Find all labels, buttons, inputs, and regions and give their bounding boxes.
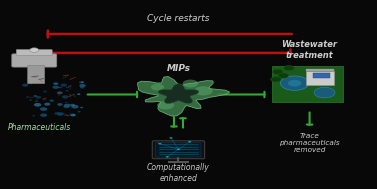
Circle shape (79, 84, 86, 87)
Circle shape (271, 77, 281, 82)
Circle shape (170, 137, 172, 139)
Circle shape (61, 84, 67, 87)
Circle shape (273, 69, 283, 74)
FancyBboxPatch shape (12, 54, 57, 67)
FancyBboxPatch shape (28, 66, 45, 84)
Circle shape (44, 103, 50, 106)
Circle shape (177, 149, 180, 150)
Circle shape (54, 112, 61, 115)
Circle shape (32, 115, 35, 117)
Circle shape (194, 86, 213, 95)
FancyBboxPatch shape (152, 141, 205, 159)
Circle shape (80, 86, 84, 88)
Circle shape (57, 103, 63, 106)
Circle shape (22, 84, 28, 87)
Text: Pharmaceuticals: Pharmaceuticals (8, 123, 72, 132)
Circle shape (49, 100, 54, 102)
Text: Wastewater
treatment: Wastewater treatment (282, 40, 337, 60)
Circle shape (63, 105, 69, 108)
Circle shape (284, 65, 294, 71)
Circle shape (182, 80, 198, 88)
Text: MIPs: MIPs (167, 64, 190, 73)
Circle shape (40, 107, 47, 111)
FancyBboxPatch shape (156, 143, 201, 157)
Circle shape (278, 73, 289, 78)
Circle shape (53, 82, 58, 85)
Polygon shape (272, 66, 343, 102)
FancyBboxPatch shape (16, 50, 52, 55)
Circle shape (64, 104, 71, 107)
Circle shape (35, 79, 40, 81)
Circle shape (70, 114, 76, 116)
Circle shape (157, 101, 174, 109)
Circle shape (79, 81, 83, 84)
Circle shape (57, 91, 63, 94)
Circle shape (58, 87, 62, 88)
Circle shape (30, 48, 39, 52)
Circle shape (70, 104, 75, 106)
Circle shape (29, 83, 32, 84)
Circle shape (62, 95, 69, 98)
Circle shape (65, 102, 68, 103)
Circle shape (81, 81, 84, 83)
Circle shape (34, 95, 37, 97)
Circle shape (288, 80, 301, 87)
Circle shape (77, 93, 80, 95)
Polygon shape (138, 77, 230, 116)
Circle shape (34, 103, 41, 107)
Circle shape (158, 143, 161, 144)
Text: Cycle restarts: Cycle restarts (147, 14, 210, 23)
Circle shape (40, 113, 47, 117)
Polygon shape (158, 84, 199, 104)
Circle shape (57, 112, 64, 116)
Circle shape (280, 76, 309, 90)
Text: Trace
pharmaceuticals
removed: Trace pharmaceuticals removed (279, 133, 340, 153)
Circle shape (66, 87, 69, 88)
Circle shape (71, 105, 78, 108)
Circle shape (36, 96, 41, 98)
Circle shape (66, 90, 69, 91)
Circle shape (80, 107, 83, 108)
Circle shape (54, 82, 58, 85)
Circle shape (77, 111, 81, 112)
Circle shape (188, 141, 191, 143)
Circle shape (69, 113, 72, 115)
Circle shape (151, 84, 164, 91)
Circle shape (166, 156, 169, 158)
FancyBboxPatch shape (313, 73, 330, 78)
Circle shape (52, 86, 59, 89)
FancyBboxPatch shape (306, 71, 334, 85)
Text: Computationally
enhanced: Computationally enhanced (147, 163, 210, 183)
Circle shape (314, 87, 335, 98)
Circle shape (29, 99, 32, 101)
Polygon shape (306, 69, 334, 71)
Circle shape (43, 91, 47, 93)
Circle shape (34, 75, 39, 78)
